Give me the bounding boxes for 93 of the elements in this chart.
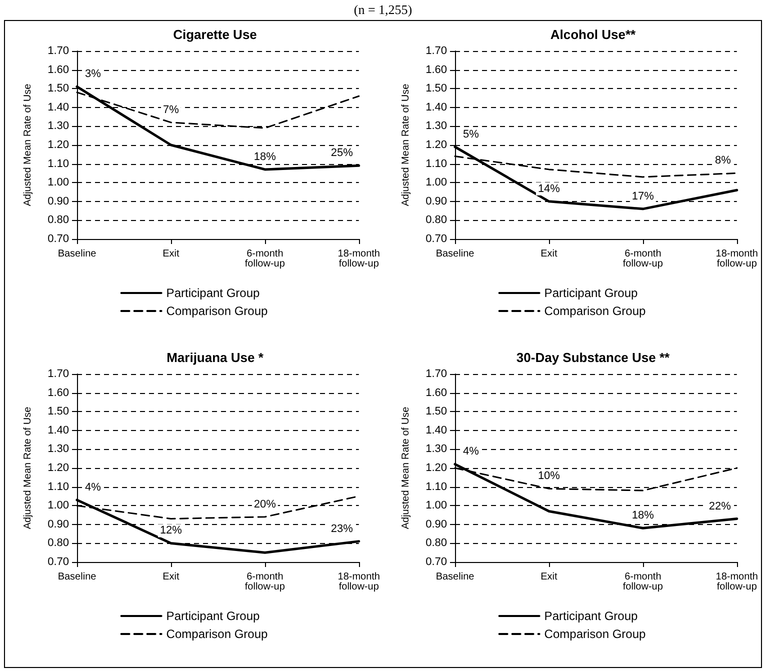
y-tick-label: 1.30: [426, 443, 447, 456]
x-tick-label: Exit: [540, 248, 558, 260]
y-tick-label: 0.80: [48, 537, 69, 550]
annotation: 12%: [160, 524, 182, 537]
legend-label: Participant Group: [166, 286, 260, 300]
y-tick-label: 1.40: [426, 424, 447, 436]
text: (n = 1,255): [352, 1, 414, 19]
annotation: 18%: [254, 150, 276, 163]
y-axis-title: Adjusted Mean Rate of Use: [400, 83, 412, 206]
y-tick-label: 1.40: [48, 101, 69, 114]
x-tick-label: 6-month follow-up: [244, 572, 286, 592]
annotation: 17%: [632, 190, 654, 202]
legend-label: Participant Group: [544, 286, 638, 300]
chart-title: Cigarette Use: [173, 27, 257, 42]
annotation: 23%: [330, 522, 354, 535]
legend-label: Participant Group: [166, 609, 260, 623]
x-tick-label: Exit: [162, 248, 180, 260]
annotation: 25%: [330, 147, 354, 160]
x-tick-label: Baseline: [58, 572, 97, 582]
y-tick-label: 1.10: [48, 158, 69, 170]
y-tick-label: 0.70: [48, 556, 69, 568]
y-axis-title: Adjusted Mean Rate of Use: [22, 83, 34, 206]
annotation: 3%: [85, 68, 102, 80]
y-tick-label: 1.60: [426, 64, 447, 76]
x-tick-label: 6-month follow-up: [622, 572, 664, 592]
y-tick-label: 1.60: [426, 386, 447, 399]
annotation: 7%: [163, 104, 180, 116]
y-tick-label: 1.50: [426, 406, 447, 418]
x-tick-label: Baseline: [58, 248, 97, 260]
y-tick-label: 1.10: [48, 480, 69, 493]
annotation: 18%: [632, 510, 654, 522]
x-tick-label: 6-month follow-up: [622, 248, 664, 270]
chart-title: Marijuana Use *: [166, 350, 264, 365]
x-tick-label: Exit: [162, 572, 180, 582]
x-tick-label: 6-month follow-up: [244, 248, 286, 270]
y-tick-label: 1.00: [426, 176, 447, 189]
y-tick-label: 1.10: [426, 158, 447, 170]
y-tick-label: 1.50: [48, 82, 69, 95]
y-tick-label: 1.20: [48, 462, 69, 474]
y-tick-label: 0.80: [426, 537, 447, 550]
y-tick-label: 1.60: [48, 64, 69, 76]
y-tick-label: 0.90: [48, 195, 69, 208]
annotation: 8%: [714, 154, 732, 167]
x-tick-label: 18-month follow-up: [716, 572, 758, 592]
y-tick-label: 1.70: [426, 368, 447, 380]
annotation: 10%: [538, 470, 560, 482]
y-tick-label: 1.40: [48, 424, 69, 436]
x-tick-label: Baseline: [436, 248, 475, 260]
y-tick-label: 1.30: [426, 120, 447, 132]
y-tick-label: 1.20: [426, 139, 447, 151]
x-tick-label: Exit: [540, 572, 558, 582]
annotation: 14%: [538, 182, 560, 195]
y-tick-label: 1.20: [48, 139, 69, 151]
annotation: 22%: [708, 500, 732, 512]
y-tick-label: 0.80: [48, 214, 69, 226]
y-tick-label: 1.50: [48, 406, 69, 418]
y-axis-title: Adjusted Mean Rate of Use: [400, 406, 412, 530]
x-tick-label: Baseline: [436, 572, 475, 582]
y-axis-title: Adjusted Mean Rate of Use: [22, 406, 34, 530]
y-tick-label: 1.30: [48, 120, 69, 132]
y-tick-label: 1.70: [48, 45, 69, 57]
y-tick-label: 1.40: [426, 101, 447, 114]
annotation: 5%: [463, 128, 480, 140]
y-tick-label: 1.70: [48, 368, 69, 380]
annotation: 20%: [254, 498, 276, 510]
x-tick-label: 18-month follow-up: [338, 248, 380, 270]
y-tick-label: 1.50: [426, 82, 447, 95]
y-tick-label: 0.70: [426, 556, 447, 568]
y-tick-label: 1.00: [48, 500, 69, 512]
y-tick-label: 0.70: [48, 233, 69, 245]
y-tick-label: 0.80: [426, 214, 447, 226]
legend-label: Comparison Group: [544, 627, 646, 641]
y-tick-label: 1.70: [426, 45, 447, 57]
legend-label: Comparison Group: [166, 304, 268, 318]
y-tick-label: 1.00: [48, 176, 69, 189]
legend-label: Participant Group: [544, 609, 638, 623]
legend-label: Comparison Group: [166, 627, 268, 641]
y-tick-label: 0.90: [426, 195, 447, 208]
chart-title: 30-Day Substance Use **: [516, 350, 671, 365]
y-tick-label: 1.20: [426, 462, 447, 474]
annotation: 4%: [463, 446, 480, 458]
y-tick-label: 0.90: [48, 518, 69, 530]
y-tick-label: 1.10: [426, 480, 447, 493]
annotation: 4%: [85, 481, 102, 494]
chart-title: Alcohol Use**: [550, 27, 637, 42]
y-tick-label: 0.90: [426, 518, 447, 530]
y-tick-label: 0.70: [426, 233, 447, 245]
y-tick-label: 1.00: [426, 500, 447, 512]
y-tick-label: 1.60: [48, 386, 69, 399]
x-tick-label: 18-month follow-up: [716, 248, 758, 270]
legend-label: Comparison Group: [544, 304, 646, 318]
x-tick-label: 18-month follow-up: [338, 572, 380, 592]
y-tick-label: 1.30: [48, 443, 69, 456]
